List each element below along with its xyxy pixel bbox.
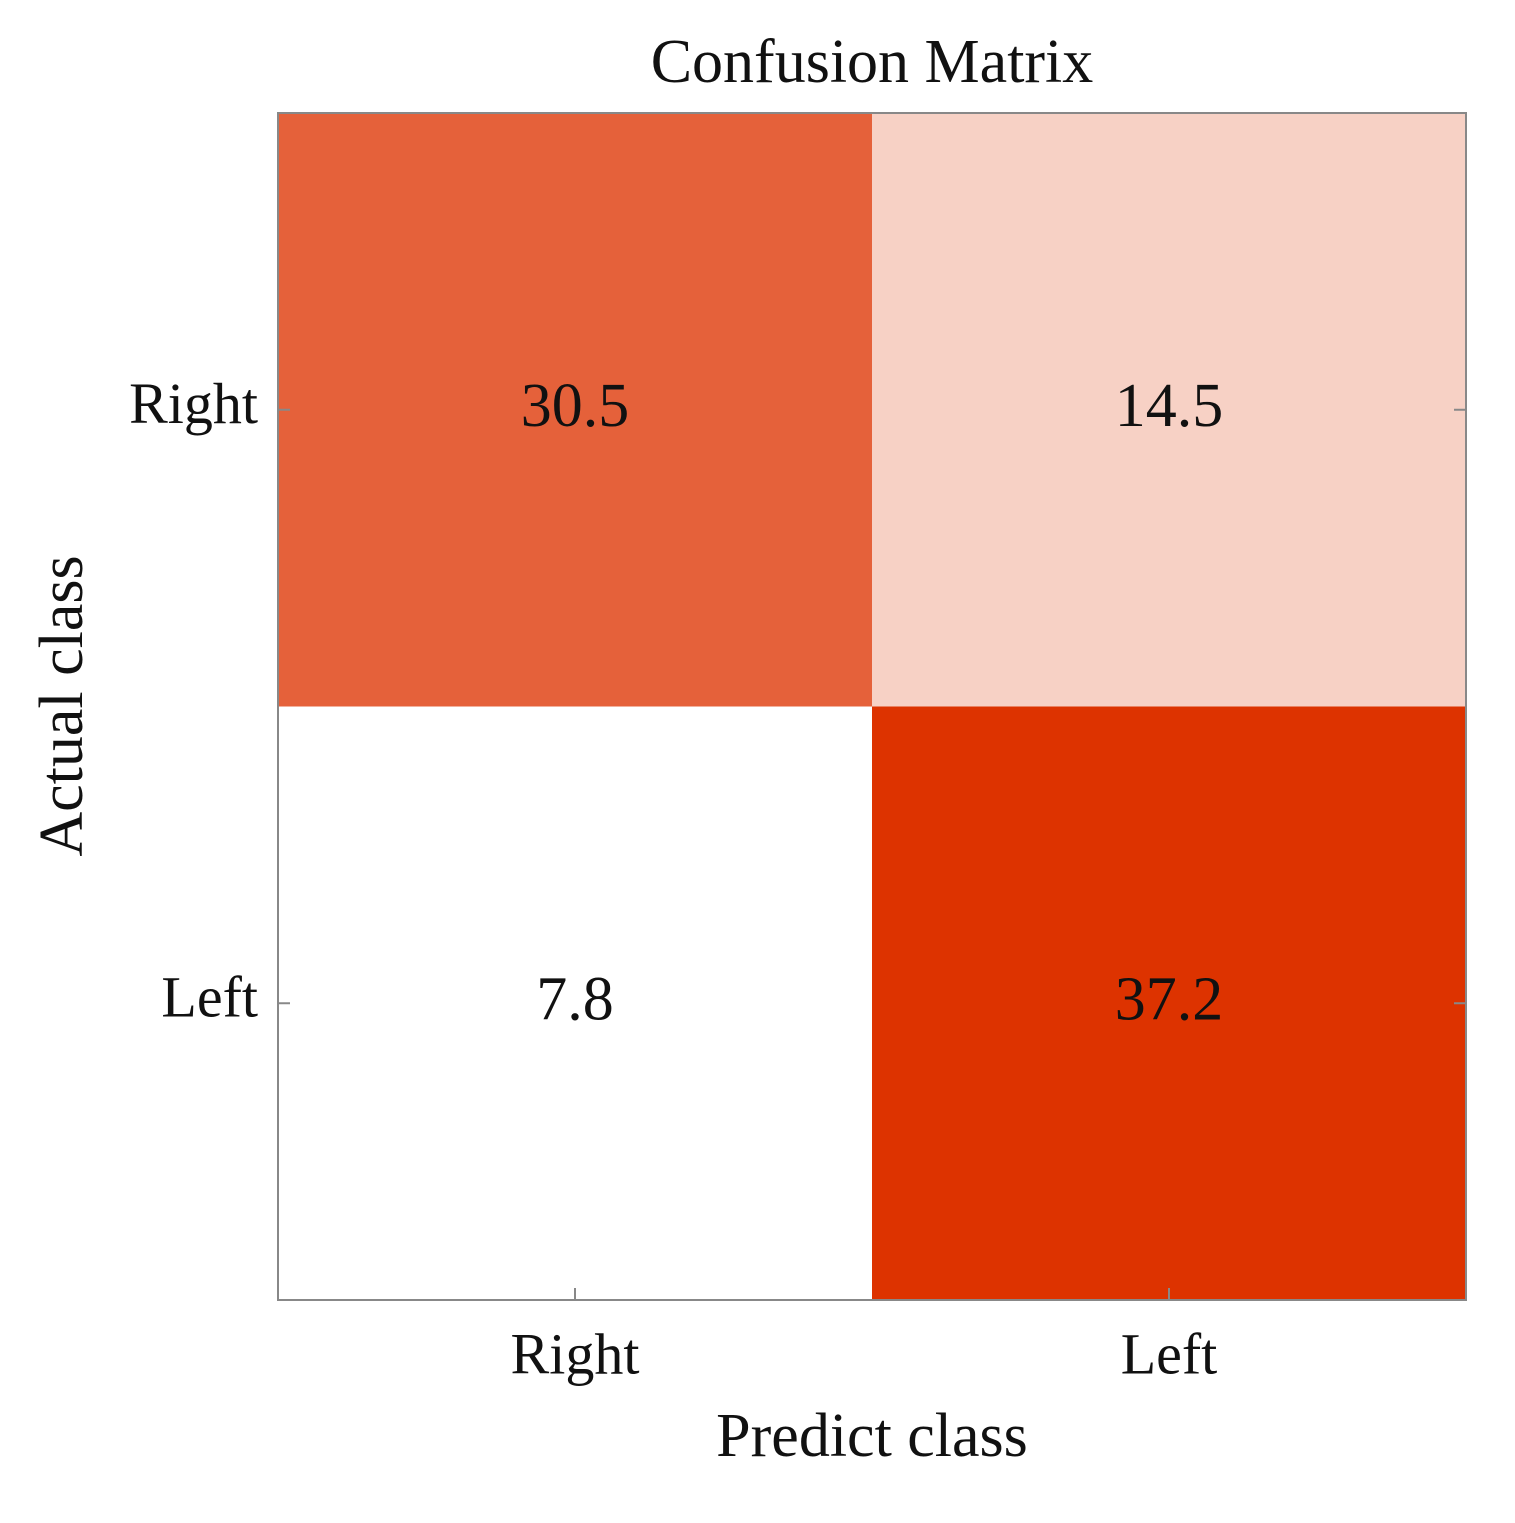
- y-tick-label: Left: [161, 965, 258, 1030]
- cell-label: 37.2: [1115, 965, 1224, 1033]
- y-tick-label: Right: [129, 371, 258, 436]
- x-tick-label: Left: [1121, 1321, 1218, 1386]
- chart-title: Confusion Matrix: [651, 28, 1094, 96]
- heatmap-cell: [278, 113, 872, 707]
- x-axis-label: Predict class: [716, 1402, 1028, 1470]
- cell-label: 14.5: [1115, 372, 1224, 440]
- y-axis-label: Actual class: [28, 555, 96, 856]
- plot-border: [277, 112, 1467, 1301]
- heatmap-cell: [872, 706, 1466, 1300]
- heatmap-cell: [872, 113, 1466, 707]
- x-tick-label: Right: [511, 1321, 640, 1386]
- cell-label: 7.8: [536, 965, 614, 1033]
- heatmap-cell: [278, 706, 872, 1300]
- cell-label: 30.5: [521, 372, 630, 440]
